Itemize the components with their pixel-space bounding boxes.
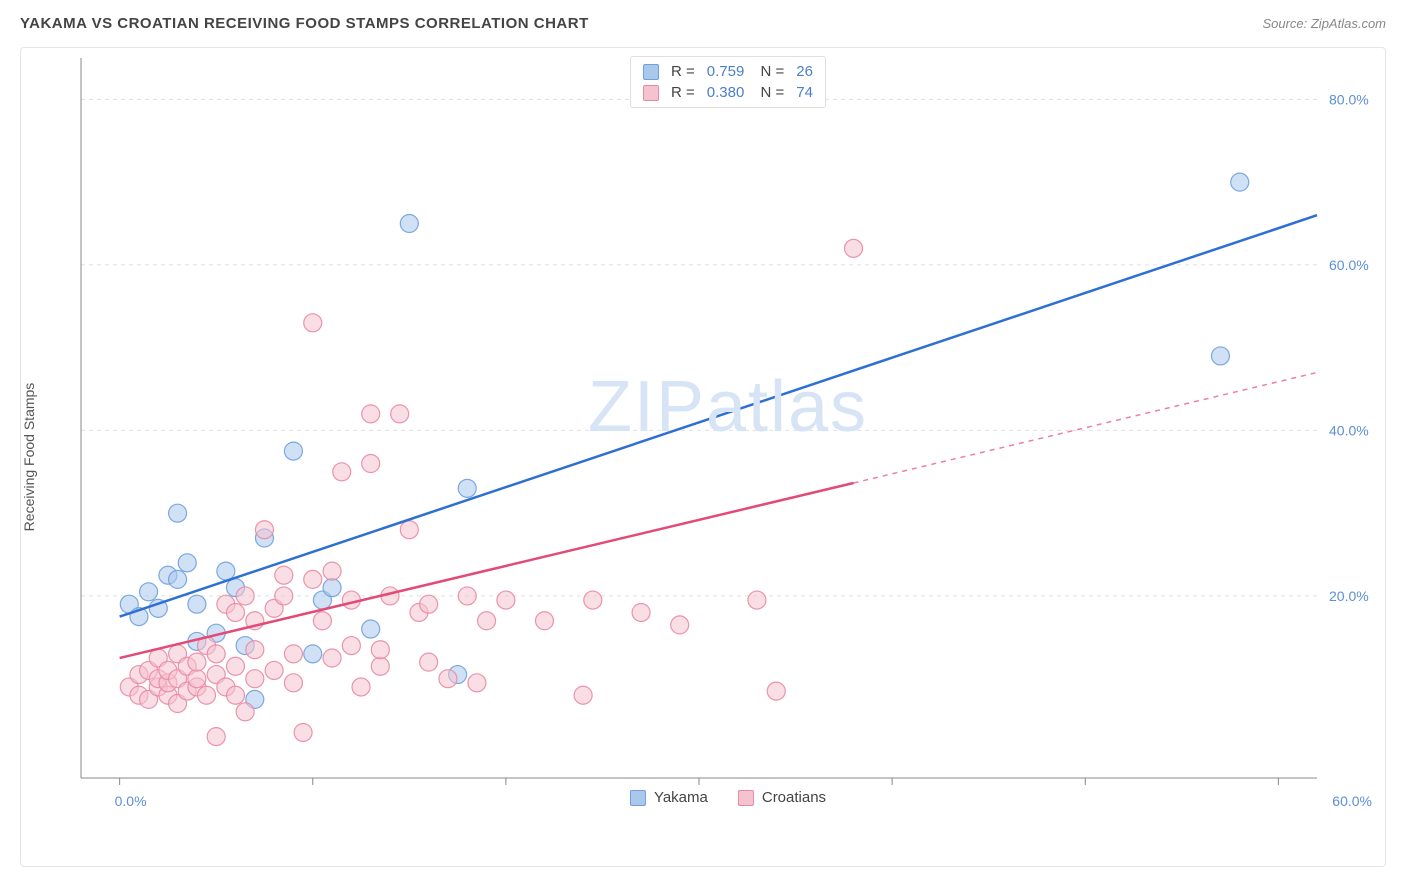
scatter-svg: 20.0% 40.0% 60.0% 80.0% 0.0% 60.0%: [71, 48, 1387, 828]
legend-n-label: N =: [756, 84, 784, 101]
legend-swatch: [643, 85, 659, 101]
svg-text:60.0%: 60.0%: [1329, 257, 1369, 273]
legend-swatch: [630, 790, 646, 806]
legend-item: Yakama: [630, 789, 708, 806]
svg-text:0.0%: 0.0%: [115, 793, 147, 809]
svg-text:20.0%: 20.0%: [1329, 588, 1369, 604]
legend-label: Croatians: [762, 789, 826, 806]
legend-label: Yakama: [654, 789, 708, 806]
header: YAKAMA VS CROATIAN RECEIVING FOOD STAMPS…: [20, 10, 1386, 42]
y-axis-title: Receiving Food Stamps: [21, 383, 37, 532]
legend-item: Croatians: [738, 789, 826, 806]
plot-area: ZIPatlas 20.0%40.0%60.0%80.0%0.0%60.0% R…: [71, 48, 1385, 828]
legend-n-label: N =: [756, 63, 784, 80]
chart-container: YAKAMA VS CROATIAN RECEIVING FOOD STAMPS…: [0, 0, 1406, 892]
legend-swatch: [643, 64, 659, 80]
legend-stats: R = 0.759 N = 26 R = 0.380 N = 74: [630, 56, 826, 108]
chart-frame: Receiving Food Stamps ZIPatlas 20.0%40.0…: [20, 47, 1386, 867]
legend-stat-row: R = 0.759 N = 26: [643, 61, 813, 82]
legend-swatch: [738, 790, 754, 806]
legend-n-value: 74: [796, 84, 813, 101]
legend-n-value: 26: [796, 63, 813, 80]
legend-r-value: 0.380: [707, 84, 745, 101]
legend-r-value: 0.759: [707, 63, 745, 80]
legend-r-label: R =: [671, 63, 695, 80]
svg-text:60.0%: 60.0%: [1332, 793, 1372, 809]
legend-stat-row: R = 0.380 N = 74: [643, 82, 813, 103]
legend-series: Yakama Croatians: [630, 789, 826, 806]
legend-r-label: R =: [671, 84, 695, 101]
chart-title: YAKAMA VS CROATIAN RECEIVING FOOD STAMPS…: [20, 15, 589, 32]
svg-text:40.0%: 40.0%: [1329, 422, 1369, 438]
svg-text:80.0%: 80.0%: [1329, 91, 1369, 107]
source-label: Source: ZipAtlas.com: [1262, 16, 1386, 31]
